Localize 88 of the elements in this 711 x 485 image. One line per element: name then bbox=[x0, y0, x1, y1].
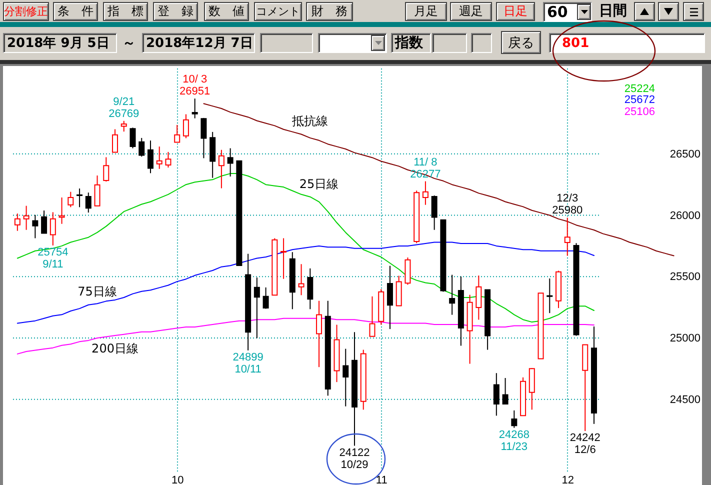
candlestick bbox=[103, 156, 110, 182]
candlestick bbox=[23, 205, 30, 230]
candlestick bbox=[165, 151, 172, 168]
candlestick bbox=[342, 348, 349, 407]
candlestick bbox=[156, 146, 162, 170]
candlestick bbox=[112, 128, 118, 153]
annotation: 24122 10/29 bbox=[339, 446, 370, 471]
candlestick bbox=[182, 114, 189, 139]
text: ～ bbox=[122, 35, 136, 53]
candlestick bbox=[254, 276, 260, 339]
candlestick bbox=[396, 275, 402, 306]
candlestick bbox=[564, 217, 570, 256]
candlestick bbox=[50, 212, 56, 246]
series-label: 25日線 bbox=[299, 176, 339, 191]
candlestick bbox=[192, 98, 198, 119]
candlestick bbox=[307, 268, 314, 310]
annotation: 25106 bbox=[623, 106, 655, 118]
candlestick bbox=[431, 195, 438, 230]
text-field: 2018年12月 7日 bbox=[142, 33, 255, 53]
annotation: 24899 10/11 bbox=[232, 351, 264, 376]
candlestick bbox=[404, 256, 411, 286]
candlestick bbox=[502, 378, 508, 405]
annotation: 25754 9/11 bbox=[38, 246, 68, 270]
candlestick bbox=[94, 175, 100, 206]
candlestick bbox=[58, 196, 65, 224]
button: 数 値 bbox=[204, 2, 249, 21]
series-label: 抵抗線 bbox=[291, 114, 328, 128]
button: 週足 bbox=[450, 2, 492, 21]
candlestick bbox=[316, 300, 322, 368]
candlestick bbox=[369, 296, 376, 337]
annotation: 25672 bbox=[623, 94, 655, 106]
candlestick bbox=[14, 213, 20, 232]
button: コメント bbox=[254, 2, 302, 21]
dropdown: 60 bbox=[543, 2, 592, 22]
button: 日足 bbox=[496, 2, 535, 21]
text-field: 2018年 9月 5日 bbox=[3, 33, 117, 53]
x-tick-label: 11 bbox=[376, 474, 388, 485]
candlestick bbox=[147, 140, 154, 174]
candlestick bbox=[546, 278, 553, 314]
button: 分割修正 bbox=[3, 2, 49, 21]
candlestick bbox=[476, 275, 482, 320]
annotation: 25224 bbox=[623, 83, 655, 95]
y-tick-label: 26500 bbox=[670, 148, 700, 160]
button: 登 録 bbox=[153, 2, 198, 21]
candlestick bbox=[511, 410, 518, 428]
annotation: 12/3 25980 bbox=[552, 192, 583, 217]
annotation: 10/ 3 26951 bbox=[180, 74, 210, 98]
button: 条 件 bbox=[53, 2, 98, 21]
button: 指 標 bbox=[103, 2, 148, 21]
candlestick bbox=[200, 117, 207, 159]
text-field: 指数 bbox=[391, 33, 431, 53]
candlestick bbox=[210, 131, 216, 178]
y-tick-label: 25500 bbox=[670, 271, 700, 284]
series-label: 75日線 bbox=[78, 284, 117, 299]
annotation: 24242 12/6 bbox=[570, 432, 600, 456]
candlestick bbox=[174, 124, 180, 143]
candlestick bbox=[130, 127, 136, 149]
button: 財 務 bbox=[306, 2, 353, 21]
y-tick-label: 24500 bbox=[670, 394, 700, 406]
candlestick bbox=[298, 264, 304, 296]
candlestick bbox=[32, 214, 38, 239]
candlestick bbox=[41, 210, 48, 234]
candlestick bbox=[493, 372, 500, 416]
candlestick bbox=[218, 149, 224, 189]
candlestick bbox=[386, 265, 393, 330]
line-series bbox=[16, 242, 594, 324]
text: 日間 bbox=[598, 2, 628, 19]
series-label: 200日線 bbox=[92, 342, 138, 356]
candlestick bbox=[449, 274, 456, 316]
candlestick bbox=[120, 120, 127, 132]
candlestick bbox=[138, 137, 145, 158]
y-tick-label: 26000 bbox=[670, 210, 700, 222]
annotation: 9/21 26769 bbox=[108, 96, 140, 120]
x-tick-label: 10 bbox=[171, 474, 184, 485]
candlestick bbox=[422, 180, 428, 206]
candlestick bbox=[262, 286, 269, 310]
button: 戻る bbox=[501, 31, 541, 54]
y-tick-label: 25000 bbox=[670, 332, 700, 344]
candlestick bbox=[528, 368, 535, 410]
candlestick bbox=[280, 238, 287, 280]
candlestick bbox=[227, 148, 234, 177]
button: 月足 bbox=[405, 2, 447, 21]
candlestick bbox=[68, 191, 74, 208]
x-tick-label: 12 bbox=[562, 474, 574, 485]
candlestick bbox=[85, 192, 92, 214]
candlestick bbox=[76, 188, 83, 208]
text-field: 801 bbox=[549, 33, 705, 53]
annotation: 24268 11/23 bbox=[498, 428, 530, 453]
